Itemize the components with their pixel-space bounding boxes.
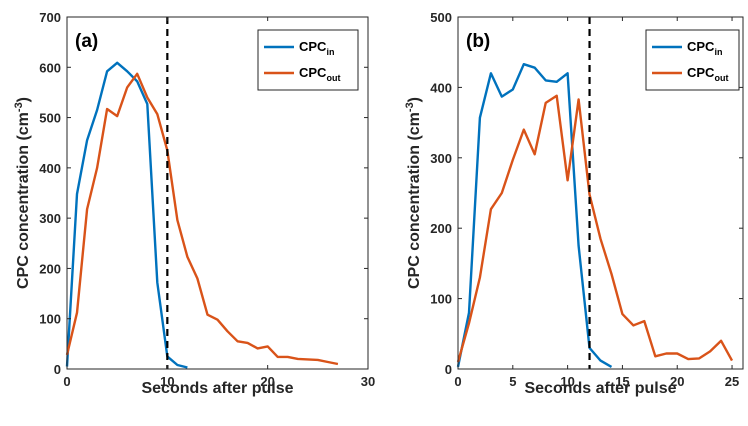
- legend-entry-base: CPC: [299, 65, 327, 80]
- series-line-out: [65, 72, 339, 366]
- y-tick-label: 0: [54, 362, 61, 377]
- legend-entry-base: CPC: [687, 65, 715, 80]
- y-axis-label: CPC concentration (cm-3): [13, 97, 32, 289]
- legend-entry-subscript: in: [714, 47, 722, 57]
- y-axis-label-exponent: -3: [404, 102, 416, 112]
- legend-entry-subscript: in: [326, 47, 334, 57]
- series-line-out: [456, 94, 734, 363]
- legend-box: [257, 29, 359, 91]
- legend-entry-base: CPC: [299, 39, 327, 54]
- axes-frame: [66, 16, 369, 370]
- y-axis-label-close: ): [406, 97, 423, 102]
- y-tick-label: 100: [430, 292, 452, 307]
- x-tick-label: 20: [670, 374, 684, 389]
- legend-entry-subscript: out: [714, 73, 728, 83]
- x-tick-label: 25: [725, 374, 739, 389]
- y-tick-label: 200: [39, 261, 61, 276]
- x-tick-label: 30: [361, 374, 375, 389]
- y-axis-label-main: CPC concentration (cm: [15, 112, 32, 289]
- y-axis-label-main: CPC concentration (cm: [406, 112, 423, 289]
- y-tick-label: 400: [430, 80, 452, 95]
- y-tick-label: 400: [39, 161, 61, 176]
- legend-box: [645, 29, 740, 91]
- y-tick-label: 300: [430, 151, 452, 166]
- series-line-in: [456, 62, 613, 368]
- y-axis-label-close: ): [15, 97, 32, 102]
- panel-label: (a): [75, 31, 98, 52]
- axes-frame: [457, 16, 744, 370]
- y-tick-label: 100: [39, 312, 61, 327]
- x-tick-label: 5: [509, 374, 516, 389]
- x-tick-label: 10: [160, 374, 174, 389]
- x-tick-label: 20: [260, 374, 274, 389]
- y-tick-label: 600: [39, 60, 61, 75]
- legend-entry-subscript: out: [326, 73, 340, 83]
- y-tick-label: 200: [430, 221, 452, 236]
- x-axis-label: Seconds after pulse: [524, 380, 676, 397]
- legend-entry-base: CPC: [687, 39, 715, 54]
- x-axis-label: Seconds after pulse: [141, 380, 293, 397]
- x-tick-label: 10: [560, 374, 574, 389]
- y-tick-label: 0: [445, 362, 452, 377]
- y-axis-label-exponent: -3: [13, 102, 25, 112]
- x-tick-label: 0: [63, 374, 70, 389]
- legend-entry-out: CPCout: [687, 65, 728, 83]
- legend-entry-out: CPCout: [299, 65, 340, 83]
- y-tick-label: 500: [430, 10, 452, 25]
- y-tick-label: 700: [39, 10, 61, 25]
- y-tick-label: 500: [39, 111, 61, 126]
- y-axis-label: CPC concentration (cm-3): [404, 97, 423, 289]
- y-tick-label: 300: [39, 211, 61, 226]
- legend-entry-in: CPCin: [687, 39, 722, 57]
- legend-entry-in: CPCin: [299, 39, 334, 57]
- panel-label: (b): [466, 31, 490, 52]
- x-tick-label: 15: [615, 374, 629, 389]
- x-tick-label: 0: [454, 374, 461, 389]
- chart-panel-b: 0 5 10 15 20 25 0 100 200 300 400 500 Seconds after …: [404, 10, 744, 397]
